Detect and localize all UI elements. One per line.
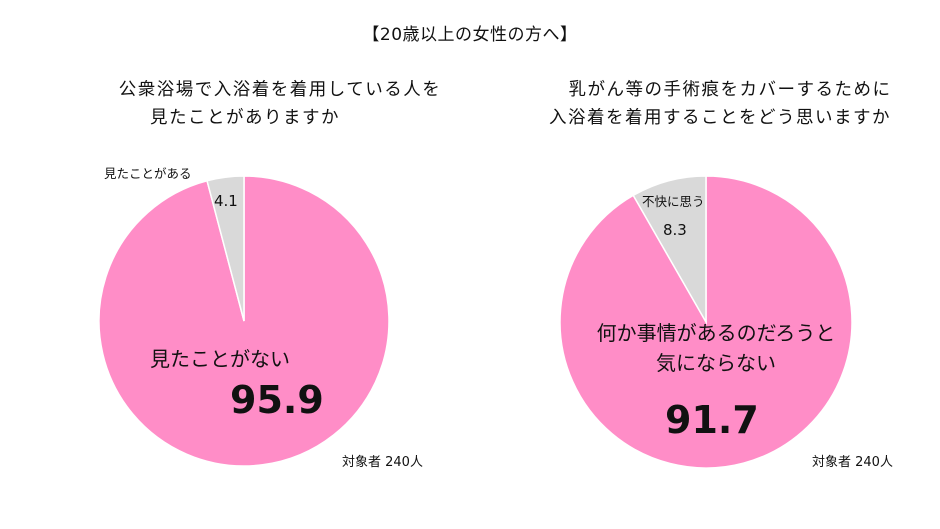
right-major-label-line2: 気にならない — [656, 351, 776, 375]
left-major-value: 95.9 — [230, 378, 324, 422]
left-question-title: 公衆浴場で入浴着を着用している人を 見たことがありますか — [60, 76, 500, 132]
left-minor-value: 4.1 — [214, 192, 238, 210]
main-title: 【20歳以上の女性の方へ】 — [362, 25, 578, 45]
left-question-line1: 公衆浴場で入浴着を着用している人を — [118, 80, 442, 100]
left-question-line2: 見たことがありますか — [150, 108, 340, 128]
right-respondents: 対象者 240人 — [812, 455, 893, 470]
left-pie-chart — [98, 175, 390, 467]
left-respondents: 対象者 240人 — [342, 455, 423, 470]
right-major-label-line1: 何か事情があるのだろうと — [596, 321, 836, 345]
right-major-value: 91.7 — [665, 398, 759, 442]
right-minor-value: 8.3 — [663, 221, 687, 239]
right-question-line2: 入浴着を着用することをどう思いますか — [549, 108, 891, 128]
left-major-label: 見たことがない — [150, 347, 290, 371]
right-question-line1: 乳がん等の手術痕をカバーするために — [568, 80, 892, 100]
left-minor-label: 見たことがある — [104, 166, 192, 181]
pie-slice-minor — [632, 175, 707, 325]
right-question-title: 乳がん等の手術痕をカバーするために 入浴着を着用することをどう思いますか — [500, 76, 940, 132]
right-minor-label: 不快に思う — [642, 194, 705, 209]
pie-slice-minor — [206, 175, 245, 322]
right-pie-chart — [559, 175, 853, 469]
right-major-label: 何か事情があるのだろうと 気にならない — [586, 318, 846, 378]
